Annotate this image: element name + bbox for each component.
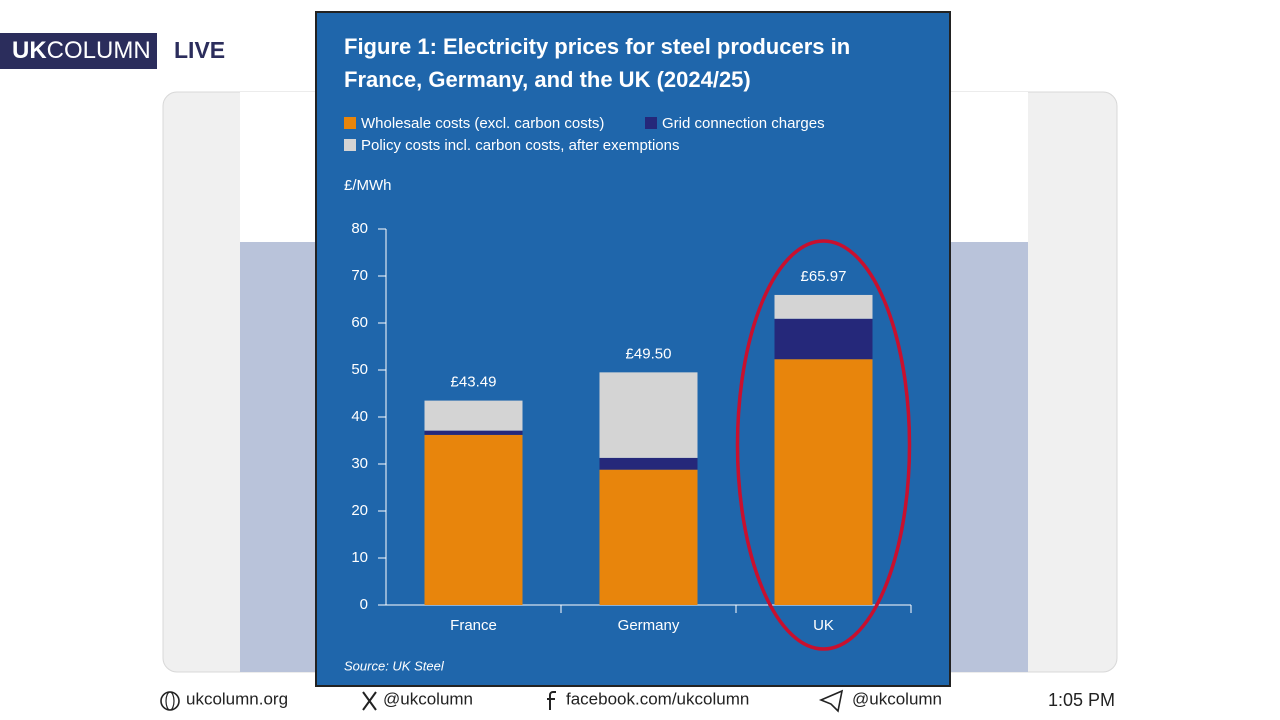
bar-segment — [774, 318, 873, 360]
bar-segment — [424, 400, 523, 431]
x-tick-label: France — [450, 617, 497, 634]
legend-label: Wholesale costs (excl. carbon costs) — [361, 115, 604, 132]
x-icon — [362, 691, 377, 711]
y-tick-label: 60 — [351, 314, 368, 331]
x-tick-label: Germany — [618, 617, 680, 634]
y-axis-label: £/MWh — [344, 177, 392, 194]
facebook-icon — [547, 691, 556, 710]
telegram-icon — [818, 689, 844, 713]
clock: 1:05 PM — [1048, 690, 1115, 710]
globe-icon — [160, 691, 180, 711]
live-label: LIVE — [174, 37, 225, 63]
logo: UKCOLUMN — [12, 37, 151, 64]
bar-segment — [424, 430, 523, 435]
y-tick-label: 40 — [351, 408, 368, 425]
facebook: facebook.com/ukcolumn — [566, 689, 749, 708]
telegram: @ukcolumn — [852, 689, 942, 708]
logo-rest: COLUMN — [47, 37, 151, 64]
y-tick-label: 0 — [360, 596, 368, 613]
y-tick-label: 70 — [351, 267, 368, 284]
bar-segment — [424, 434, 523, 605]
website: ukcolumn.org — [186, 689, 288, 708]
globe-icon-line — [165, 691, 175, 711]
x-tick-label: UK — [813, 617, 834, 634]
highlight-ellipse — [735, 239, 912, 651]
chart-title: Figure 1: Electricity prices for steel p… — [344, 34, 851, 92]
logo-bold: UK — [12, 37, 47, 64]
bar-segment — [774, 294, 873, 319]
total-label: £49.50 — [626, 345, 672, 362]
legend-label: Policy costs incl. carbon costs, after e… — [361, 137, 679, 154]
bar-segment — [774, 359, 873, 605]
y-tick-label: 80 — [351, 220, 368, 237]
legend-swatch — [344, 139, 356, 151]
source-note: Source: UK Steel — [344, 658, 445, 673]
legend-label: Grid connection charges — [662, 115, 825, 132]
legend-swatch — [645, 117, 657, 129]
x-handle: @ukcolumn — [383, 689, 473, 708]
y-tick-label: 50 — [351, 361, 368, 378]
legend-swatch — [344, 117, 356, 129]
y-tick-label: 30 — [351, 455, 368, 472]
y-tick-label: 20 — [351, 502, 368, 519]
total-label: £65.97 — [801, 268, 847, 285]
y-tick-label: 10 — [351, 549, 368, 566]
bar-segment — [599, 457, 698, 470]
logo-box — [0, 33, 157, 69]
bar-segment — [599, 469, 698, 605]
total-label: £43.49 — [451, 374, 497, 391]
plot: Wholesale costs (excl. carbon costs) Grid… — [344, 115, 912, 673]
bar-segment — [599, 372, 698, 458]
footer: ukcolumn.org @ukcolumn facebook.com/ukco… — [160, 689, 1115, 713]
